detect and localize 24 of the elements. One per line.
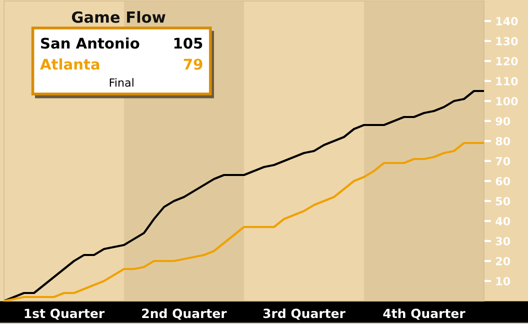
y-tick-label: 50	[496, 196, 510, 206]
y-tick-label: 90	[496, 116, 510, 126]
y-tick-label: 30	[496, 236, 510, 246]
text: 1st Quarter	[24, 308, 105, 320]
y-tick-label: 10	[496, 276, 510, 286]
text: 2nd Quarter	[142, 308, 227, 320]
y-tick-label: 20	[496, 256, 510, 266]
y-tick-label: 120	[496, 56, 518, 66]
y-tick-label: 100	[496, 96, 518, 106]
y-tick-label: 130	[496, 36, 518, 46]
y-tick-label: 70	[496, 156, 510, 166]
annotation: 79	[184, 58, 202, 70]
annotation: Final	[110, 78, 134, 87]
y-tick-label: 80	[496, 136, 510, 146]
text: Atlanta	[40, 58, 100, 70]
y-tick-label: 60	[496, 176, 510, 186]
text: 3rd Quarter	[263, 308, 346, 320]
annotation: 105	[174, 38, 202, 49]
text: 4th Quarter	[383, 308, 466, 320]
text: Game Flow	[72, 11, 166, 23]
y-tick-label: 110	[496, 76, 518, 86]
y-tick-label: 40	[496, 216, 510, 226]
text: San Antonio	[41, 37, 140, 49]
y-tick-label: 140	[496, 16, 518, 26]
